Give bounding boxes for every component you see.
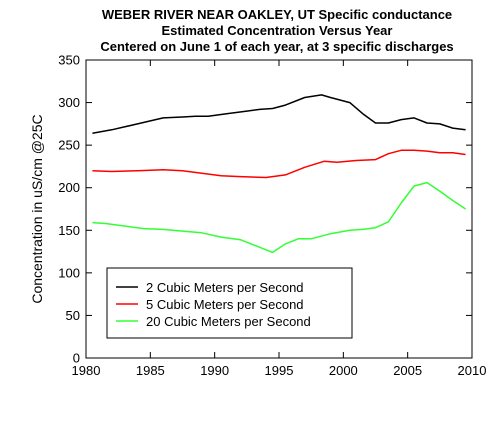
x-tick-label: 2010 (458, 363, 487, 378)
x-tick-label: 2005 (393, 363, 422, 378)
x-tick-label: 1990 (200, 363, 229, 378)
y-tick-label: 0 (73, 351, 80, 366)
y-axis-ticks: 0 50 100 150 200 250 300 350 (58, 53, 472, 366)
x-tick-label: 1985 (136, 363, 165, 378)
y-tick-label: 50 (66, 308, 80, 323)
legend-box (106, 267, 353, 339)
y-tick-label: 100 (58, 265, 80, 280)
x-axis-ticks: 1980 1985 1990 1995 2000 2005 2010 (72, 60, 487, 378)
legend-label-20cms: 20 Cubic Meters per Second (146, 314, 311, 329)
y-tick-label: 200 (58, 180, 80, 195)
series-line-2 (92, 181, 467, 254)
y-tick-label: 350 (58, 53, 80, 68)
legend-label-2cms: 2 Cubic Meters per Second (146, 280, 304, 295)
series-line-1 (92, 149, 466, 179)
y-tick-label: 250 (58, 138, 80, 153)
legend-label-5cms: 5 Cubic Meters per Second (146, 297, 304, 312)
chart-title-line-3: Centered on June 1 of each year, at 3 sp… (100, 39, 453, 54)
chart-title-line-1: WEBER RIVER NEAR OAKLEY, UT Specific con… (102, 7, 452, 22)
y-tick-label: 300 (58, 95, 80, 110)
series-lines (92, 94, 467, 254)
x-tick-label: 2000 (329, 363, 358, 378)
y-tick-label: 150 (58, 223, 80, 238)
chart-title-line-2: Estimated Concentration Versus Year (162, 23, 393, 38)
series-line-0 (92, 94, 466, 134)
legend: 2 Cubic Meters per Second 5 Cubic Meters… (106, 267, 353, 339)
x-tick-label: 1995 (265, 363, 294, 378)
y-axis-label: Concentration in uS/cm @25C (29, 114, 45, 303)
x-tick-label: 1980 (72, 363, 101, 378)
